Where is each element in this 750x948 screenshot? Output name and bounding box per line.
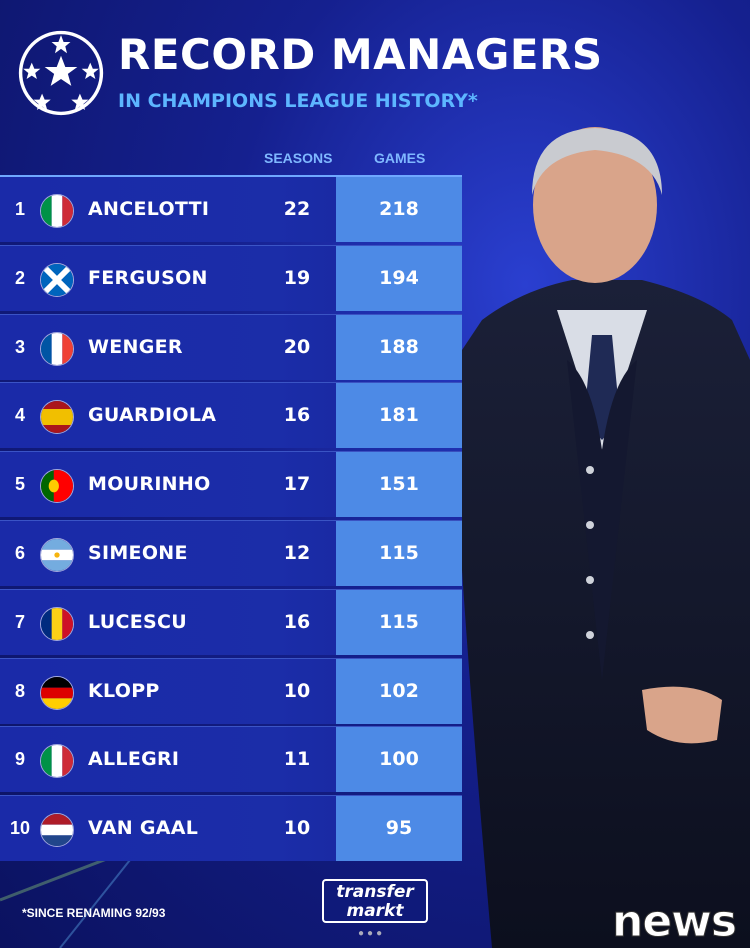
champions-league-starball-icon [18,30,104,116]
table-row: 6 SIMEONE 12 115 [0,519,462,586]
rank: 3 [14,336,25,357]
column-header-seasons: SEASONS [264,150,333,166]
table-row: 2 FERGUSON 19 194 [0,244,462,311]
seasons-value: 19 [283,266,311,289]
table-row: 4 GUARDIOLA 16 181 [0,382,462,449]
manager-name: MOURINHO [88,473,211,496]
manager-name: LUCESCU [88,610,187,633]
page-title: RECORD MANAGERS [118,30,603,79]
games-value: 188 [336,314,462,380]
table-row: 9 ALLEGRI 11 100 [0,726,462,793]
romania-flag-icon [40,606,74,641]
rank: 8 [14,680,25,701]
portugal-flag-icon [40,469,74,504]
italy-flag-icon [40,194,74,228]
column-header-games: GAMES [374,150,426,166]
table-row: 7 LUCESCU 16 115 [0,588,462,655]
managers-table: 1 ANCELOTTI 22 218 2 FERGUSON 19 194 3 WENGER 20 18… [0,175,462,864]
spain-flag-icon [40,400,74,435]
argentina-flag-icon [40,537,74,572]
rank: 1 [14,199,25,219]
seasons-value: 16 [283,404,311,427]
games-value: 194 [336,245,462,311]
games-value: 151 [336,452,462,518]
games-value: 218 [336,177,462,242]
seasons-value: 10 [283,679,311,702]
footnote: *SINCE RENAMING 92/93 [22,906,166,920]
games-value: 100 [336,727,462,793]
table-row: 5 MOURINHO 17 151 [0,451,462,518]
table-row: 1 ANCELOTTI 22 218 [0,175,462,242]
manager-name: ANCELOTTI [88,198,210,220]
rank: 6 [14,542,25,563]
seasons-value: 20 [283,335,311,358]
manager-name: GUARDIOLA [88,404,217,427]
seasons-value: 17 [283,473,311,496]
manager-name: VAN GAAL [88,817,199,840]
manager-photo [462,127,750,948]
seasons-value: 11 [283,748,311,771]
manager-name: SIMEONE [88,541,188,564]
italy-flag-icon [40,744,74,779]
seasons-value: 16 [283,610,311,633]
rank: 10 [9,818,31,839]
manager-name: ALLEGRI [88,748,180,771]
manager-name: KLOPP [88,679,160,702]
games-value: 115 [336,589,462,655]
rank: 4 [14,405,25,426]
brand-line-1: transfer [336,882,414,902]
games-value: 115 [336,520,462,586]
games-value: 95 [336,796,462,862]
page-indicator-dots: ●●● [358,928,386,939]
games-value: 181 [336,383,462,449]
rank: 7 [14,611,25,632]
news-watermark: news [611,896,737,948]
table-row: 3 WENGER 20 188 [0,313,462,380]
rank: 9 [14,749,25,770]
games-value: 102 [336,658,462,724]
rank: 5 [14,474,25,495]
table-row: 10 VAN GAAL 10 95 [0,795,462,862]
scotland-flag-icon [40,262,74,297]
netherlands-flag-icon [40,813,74,848]
manager-name: WENGER [88,335,183,358]
manager-name: FERGUSON [88,266,208,289]
table-row: 8 KLOPP 10 102 [0,657,462,724]
brand-line-2: markt [346,901,404,921]
seasons-value: 22 [283,198,311,220]
germany-flag-icon [40,675,74,710]
seasons-value: 12 [283,541,311,564]
seasons-value: 10 [283,817,311,840]
france-flag-icon [40,331,74,366]
rank: 2 [14,267,25,288]
transfermarkt-logo: transfer markt [322,879,428,923]
page-subtitle: IN CHAMPIONS LEAGUE HISTORY* [118,90,478,112]
